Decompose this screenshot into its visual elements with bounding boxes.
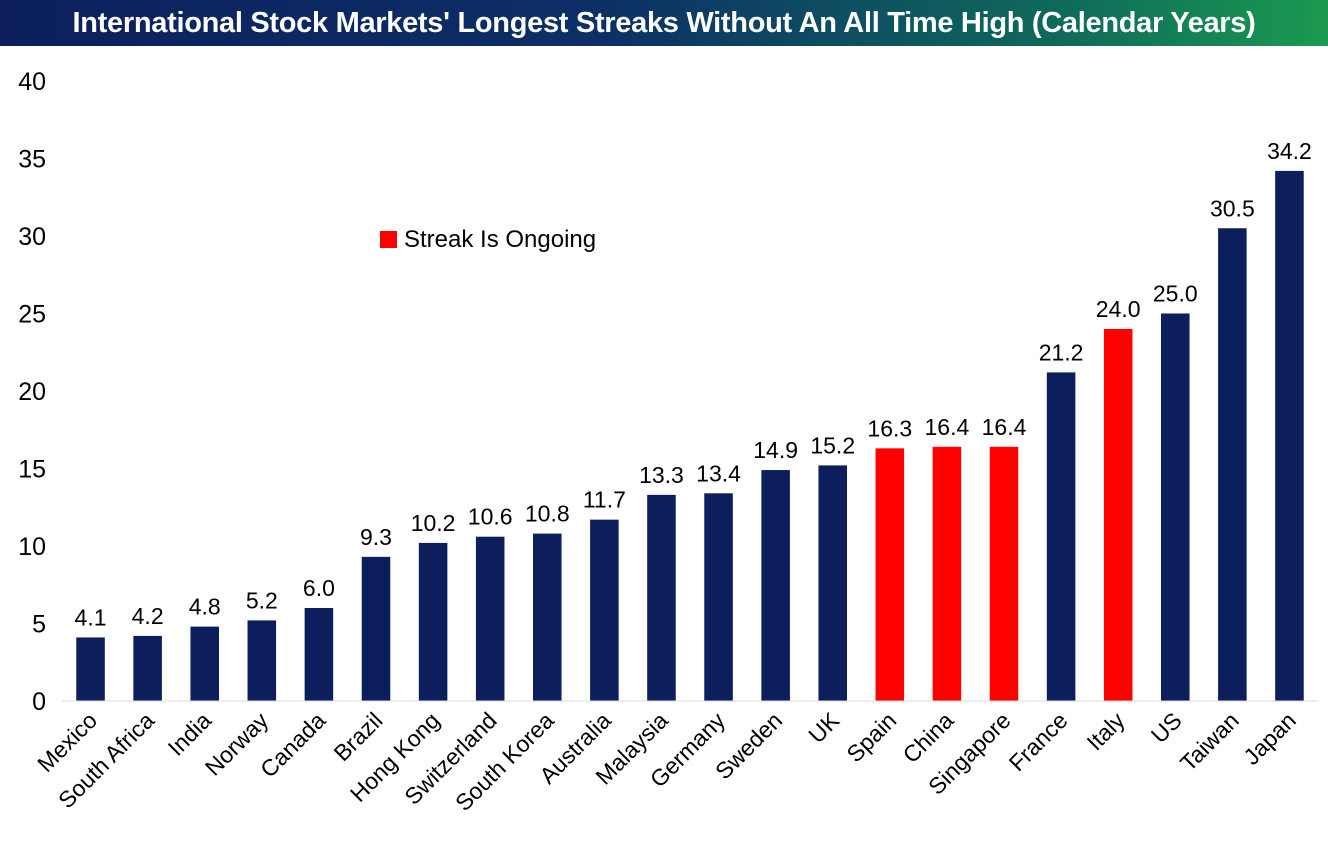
y-tick-label: 10 — [18, 533, 46, 561]
y-axis: 0 5 10 15 20 25 30 35 40 — [18, 68, 46, 716]
x-tick-label: UK — [803, 707, 844, 748]
legend: Streak Is Ongoing — [380, 226, 596, 253]
data-label: 9.3 — [360, 524, 392, 550]
y-tick-label: 15 — [18, 456, 46, 484]
data-label: 4.8 — [189, 594, 221, 620]
legend-label: Streak Is Ongoing — [404, 226, 596, 253]
y-tick-label: 30 — [18, 223, 46, 251]
bar-norway — [247, 620, 277, 701]
data-label: 16.4 — [925, 414, 970, 440]
data-label: 24.0 — [1096, 296, 1141, 322]
bar-china — [932, 446, 962, 701]
data-label: 10.2 — [411, 510, 456, 536]
bar-malaysia — [647, 494, 676, 701]
bar-series — [76, 170, 1304, 701]
data-labels: 4.1 4.2 4.8 5.2 6.0 9.3 10.2 10.6 10.8 11.7 13.3 13… — [75, 138, 1312, 631]
data-label: 30.5 — [1210, 195, 1255, 221]
data-label: 15.2 — [810, 432, 855, 458]
y-tick-label: 25 — [18, 301, 46, 329]
bar-south-korea — [533, 533, 562, 701]
data-label: 10.6 — [468, 504, 513, 530]
bar-spain — [875, 448, 905, 701]
data-label: 13.3 — [639, 462, 684, 488]
bar-canada — [304, 608, 334, 701]
bar-india — [190, 626, 219, 701]
data-label: 21.2 — [1039, 339, 1084, 365]
bar-france — [1046, 372, 1076, 701]
bar-hong-kong — [418, 542, 448, 701]
x-tick-label: Italy — [1082, 707, 1131, 756]
bar-australia — [590, 519, 619, 701]
bar-brazil — [361, 556, 391, 701]
data-label: 4.1 — [75, 604, 107, 630]
y-tick-label: 20 — [18, 378, 46, 406]
bar-germany — [704, 493, 733, 701]
bar-sweden — [761, 470, 790, 701]
y-tick-label: 5 — [32, 611, 46, 639]
y-tick-label: 35 — [18, 146, 46, 174]
x-tick-label: Canada — [255, 707, 331, 783]
bar-south-africa — [133, 635, 162, 701]
x-tick-label: Spain — [841, 707, 901, 767]
x-tick-label: US — [1146, 707, 1187, 748]
data-label: 34.2 — [1267, 138, 1312, 164]
bar-mexico — [76, 637, 105, 701]
data-label: 6.0 — [303, 575, 335, 601]
data-label: 11.7 — [583, 487, 626, 513]
legend-swatch — [380, 231, 397, 248]
data-label: 25.0 — [1153, 281, 1198, 307]
data-label: 16.3 — [867, 415, 912, 441]
y-tick-label: 0 — [32, 688, 46, 716]
data-label: 16.4 — [982, 414, 1027, 440]
bar-italy — [1103, 329, 1133, 701]
bar-japan — [1275, 170, 1304, 701]
x-tick-label: France — [1004, 707, 1073, 776]
x-tick-label: Taiwan — [1175, 707, 1244, 776]
bar-uk — [818, 465, 847, 701]
y-tick-label: 40 — [18, 68, 46, 96]
chart-title: International Stock Markets' Longest Str… — [72, 6, 1256, 39]
data-label: 10.8 — [525, 501, 570, 527]
bar-us — [1161, 313, 1190, 701]
data-label: 13.4 — [696, 460, 741, 486]
x-tick-label: Japan — [1238, 707, 1301, 770]
bar-switzerland — [475, 536, 505, 701]
data-label: 4.2 — [132, 603, 164, 629]
data-label: 14.9 — [753, 437, 798, 463]
bar-taiwan — [1218, 228, 1247, 701]
data-label: 5.2 — [246, 587, 278, 613]
chart-title-bar: International Stock Markets' Longest Str… — [0, 0, 1328, 46]
bar-singapore — [989, 446, 1019, 701]
